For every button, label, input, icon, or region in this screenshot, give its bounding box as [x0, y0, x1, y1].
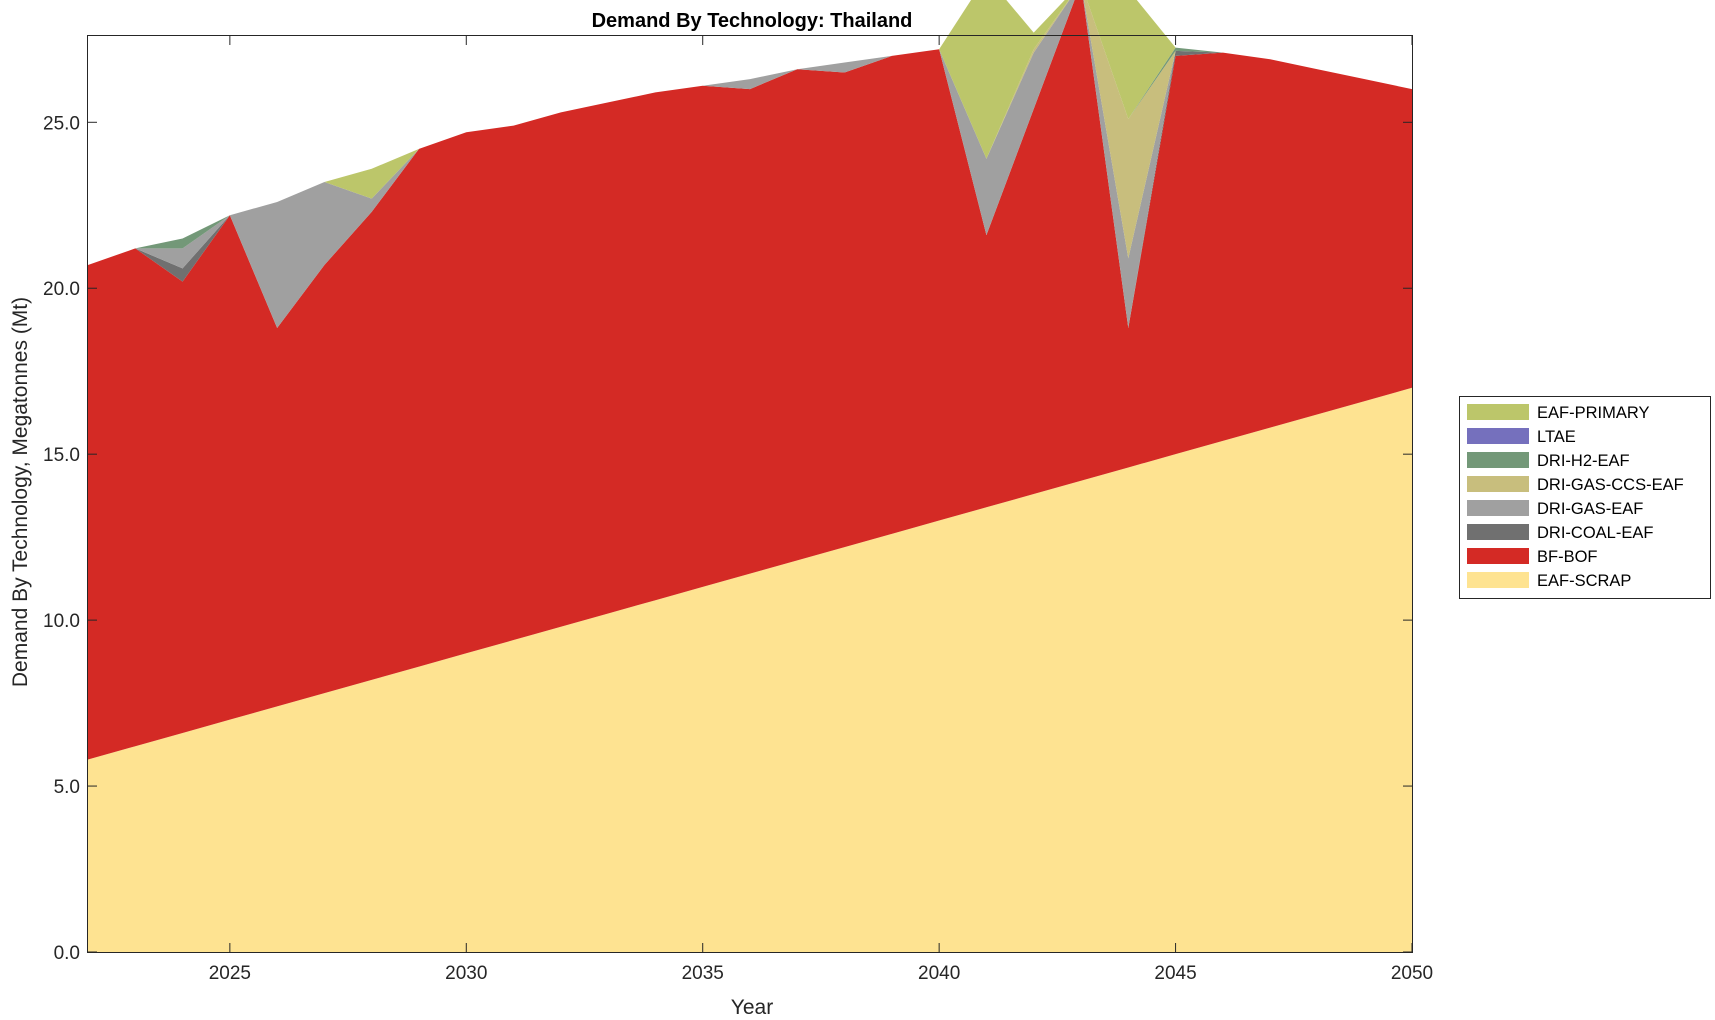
legend-swatch: [1467, 452, 1529, 468]
x-tick-label: 2045: [1154, 963, 1196, 984]
legend-label: DRI-GAS-CCS-EAF: [1537, 476, 1684, 494]
area-series-eaf-scrap: [88, 387, 1412, 952]
ticks-layer: 2025 2030 2035 2040 2045 2050 0.0 5.0 10.0 15.0 20…: [43, 36, 1433, 984]
x-tick-label: 2025: [209, 963, 251, 984]
x-tick-label: 2030: [445, 963, 487, 984]
legend-swatch: [1467, 428, 1529, 444]
legend-swatch: [1467, 476, 1529, 492]
legend-swatch: [1467, 500, 1529, 516]
legend: EAF-PRIMARY LTAE DRI-H2-EAF DRI-GAS-CCS-EAF…: [1459, 396, 1711, 599]
y-tick-label: 15.0: [43, 445, 80, 466]
y-tick-label: 20.0: [43, 279, 80, 300]
areas-layer: [88, 0, 1412, 952]
x-tick-label: 2035: [682, 963, 724, 984]
legend-label: EAF-SCRAP: [1537, 572, 1631, 590]
x-tick-label: 2050: [1391, 963, 1433, 984]
legend-label: BF-BOF: [1537, 548, 1598, 566]
legend-swatch: [1467, 404, 1529, 420]
plot-frame: [87, 35, 1413, 953]
legend-label: DRI-GAS-EAF: [1537, 500, 1643, 518]
x-axis-label: Year: [731, 996, 773, 1019]
legend-swatch: [1467, 548, 1529, 564]
x-tick-label: 2040: [918, 963, 960, 984]
area-series-dri-gas-ccs-eaf: [88, 0, 1412, 265]
area-series-bf-bof: [88, 0, 1412, 760]
legend-label: LTAE: [1537, 428, 1576, 446]
y-tick-label: 10.0: [43, 611, 80, 632]
legend-label: DRI-COAL-EAF: [1537, 524, 1653, 542]
chart-title: Demand By Technology: Thailand: [592, 10, 913, 32]
legend-swatch: [1467, 524, 1529, 540]
y-tick-label: 5.0: [54, 777, 80, 798]
legend-swatch: [1467, 572, 1529, 588]
y-tick-label: 25.0: [43, 113, 80, 134]
legend-label: EAF-PRIMARY: [1537, 404, 1649, 422]
legend-frame: [1459, 396, 1711, 599]
y-axis-label: Demand By Technology, Megatonnes (Mt): [9, 297, 32, 687]
legend-label: DRI-H2-EAF: [1537, 452, 1630, 470]
y-tick-label: 0.0: [54, 943, 80, 964]
